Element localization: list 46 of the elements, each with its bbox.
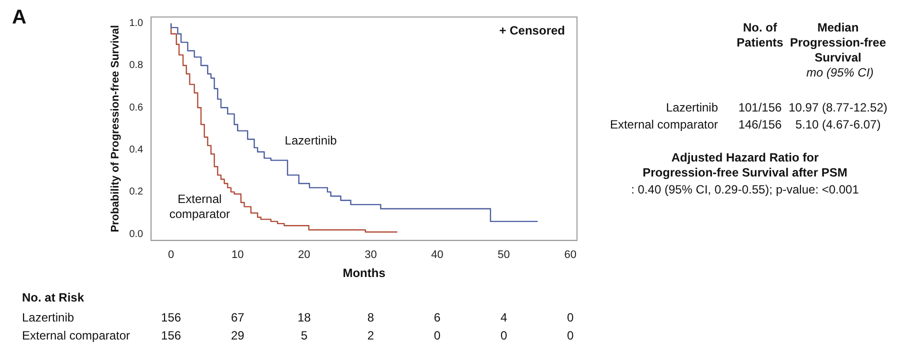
x-tick-label: 40	[431, 249, 444, 262]
x-tick-label: 60	[564, 249, 576, 262]
text: External comparator	[22, 328, 130, 342]
text: No. at Risk	[22, 290, 84, 304]
text: Lazertinib	[666, 100, 718, 114]
text: 0	[567, 328, 574, 342]
text: : 0.40 (95% CI, 0.29-0.55); p-value: <0.001	[631, 182, 860, 196]
x-tick-label: 0	[168, 249, 174, 262]
text: 101/156	[738, 100, 782, 114]
chart-title: A	[12, 6, 26, 29]
y-tick-label: 0.2	[129, 186, 144, 198]
text: 5	[300, 328, 308, 342]
text: No. of Patients	[736, 20, 784, 50]
series-label: External comparator	[169, 192, 230, 221]
text: 10.97 (8.77-12.52)	[788, 100, 888, 114]
x-tick-label: 20	[298, 249, 310, 262]
text: 8	[367, 310, 374, 324]
series-label: Lazertinib	[284, 134, 338, 148]
text: 0	[567, 310, 574, 324]
annotation: + Censored	[499, 23, 565, 38]
text: Adjusted Hazard Ratio for Progression-free Survival after PSM	[642, 150, 848, 180]
text: 0	[500, 328, 508, 342]
text: 2	[367, 328, 374, 342]
text: External comparator	[610, 117, 718, 132]
text: 156	[161, 328, 182, 342]
y-tick-label: 0.4	[129, 144, 144, 156]
y-tick-label: 1.0	[129, 18, 144, 30]
text: 0	[434, 328, 441, 342]
text: 6	[434, 310, 441, 324]
x-tick-label: 10	[231, 249, 244, 262]
y-tick-label: 0.8	[129, 60, 144, 72]
text: 29	[230, 328, 245, 342]
y-axis-title: Probability of Progression-free Survival	[110, 25, 122, 232]
text: 156	[161, 310, 182, 324]
text: 5.10 (4.67-6.07)	[795, 117, 881, 132]
text: 67	[230, 310, 245, 324]
x-axis-title: Months	[342, 266, 386, 280]
x-tick-label: 50	[498, 249, 510, 262]
text: Lazertinib	[22, 310, 74, 324]
text: 18	[297, 310, 312, 324]
text: 4	[500, 310, 508, 324]
text: mo (95% CI)	[806, 65, 874, 80]
y-tick-label: 0.6	[129, 102, 144, 114]
y-tick-label: 0.0	[129, 228, 144, 240]
text: 146/156	[738, 117, 782, 132]
x-tick-label: 30	[364, 249, 377, 262]
